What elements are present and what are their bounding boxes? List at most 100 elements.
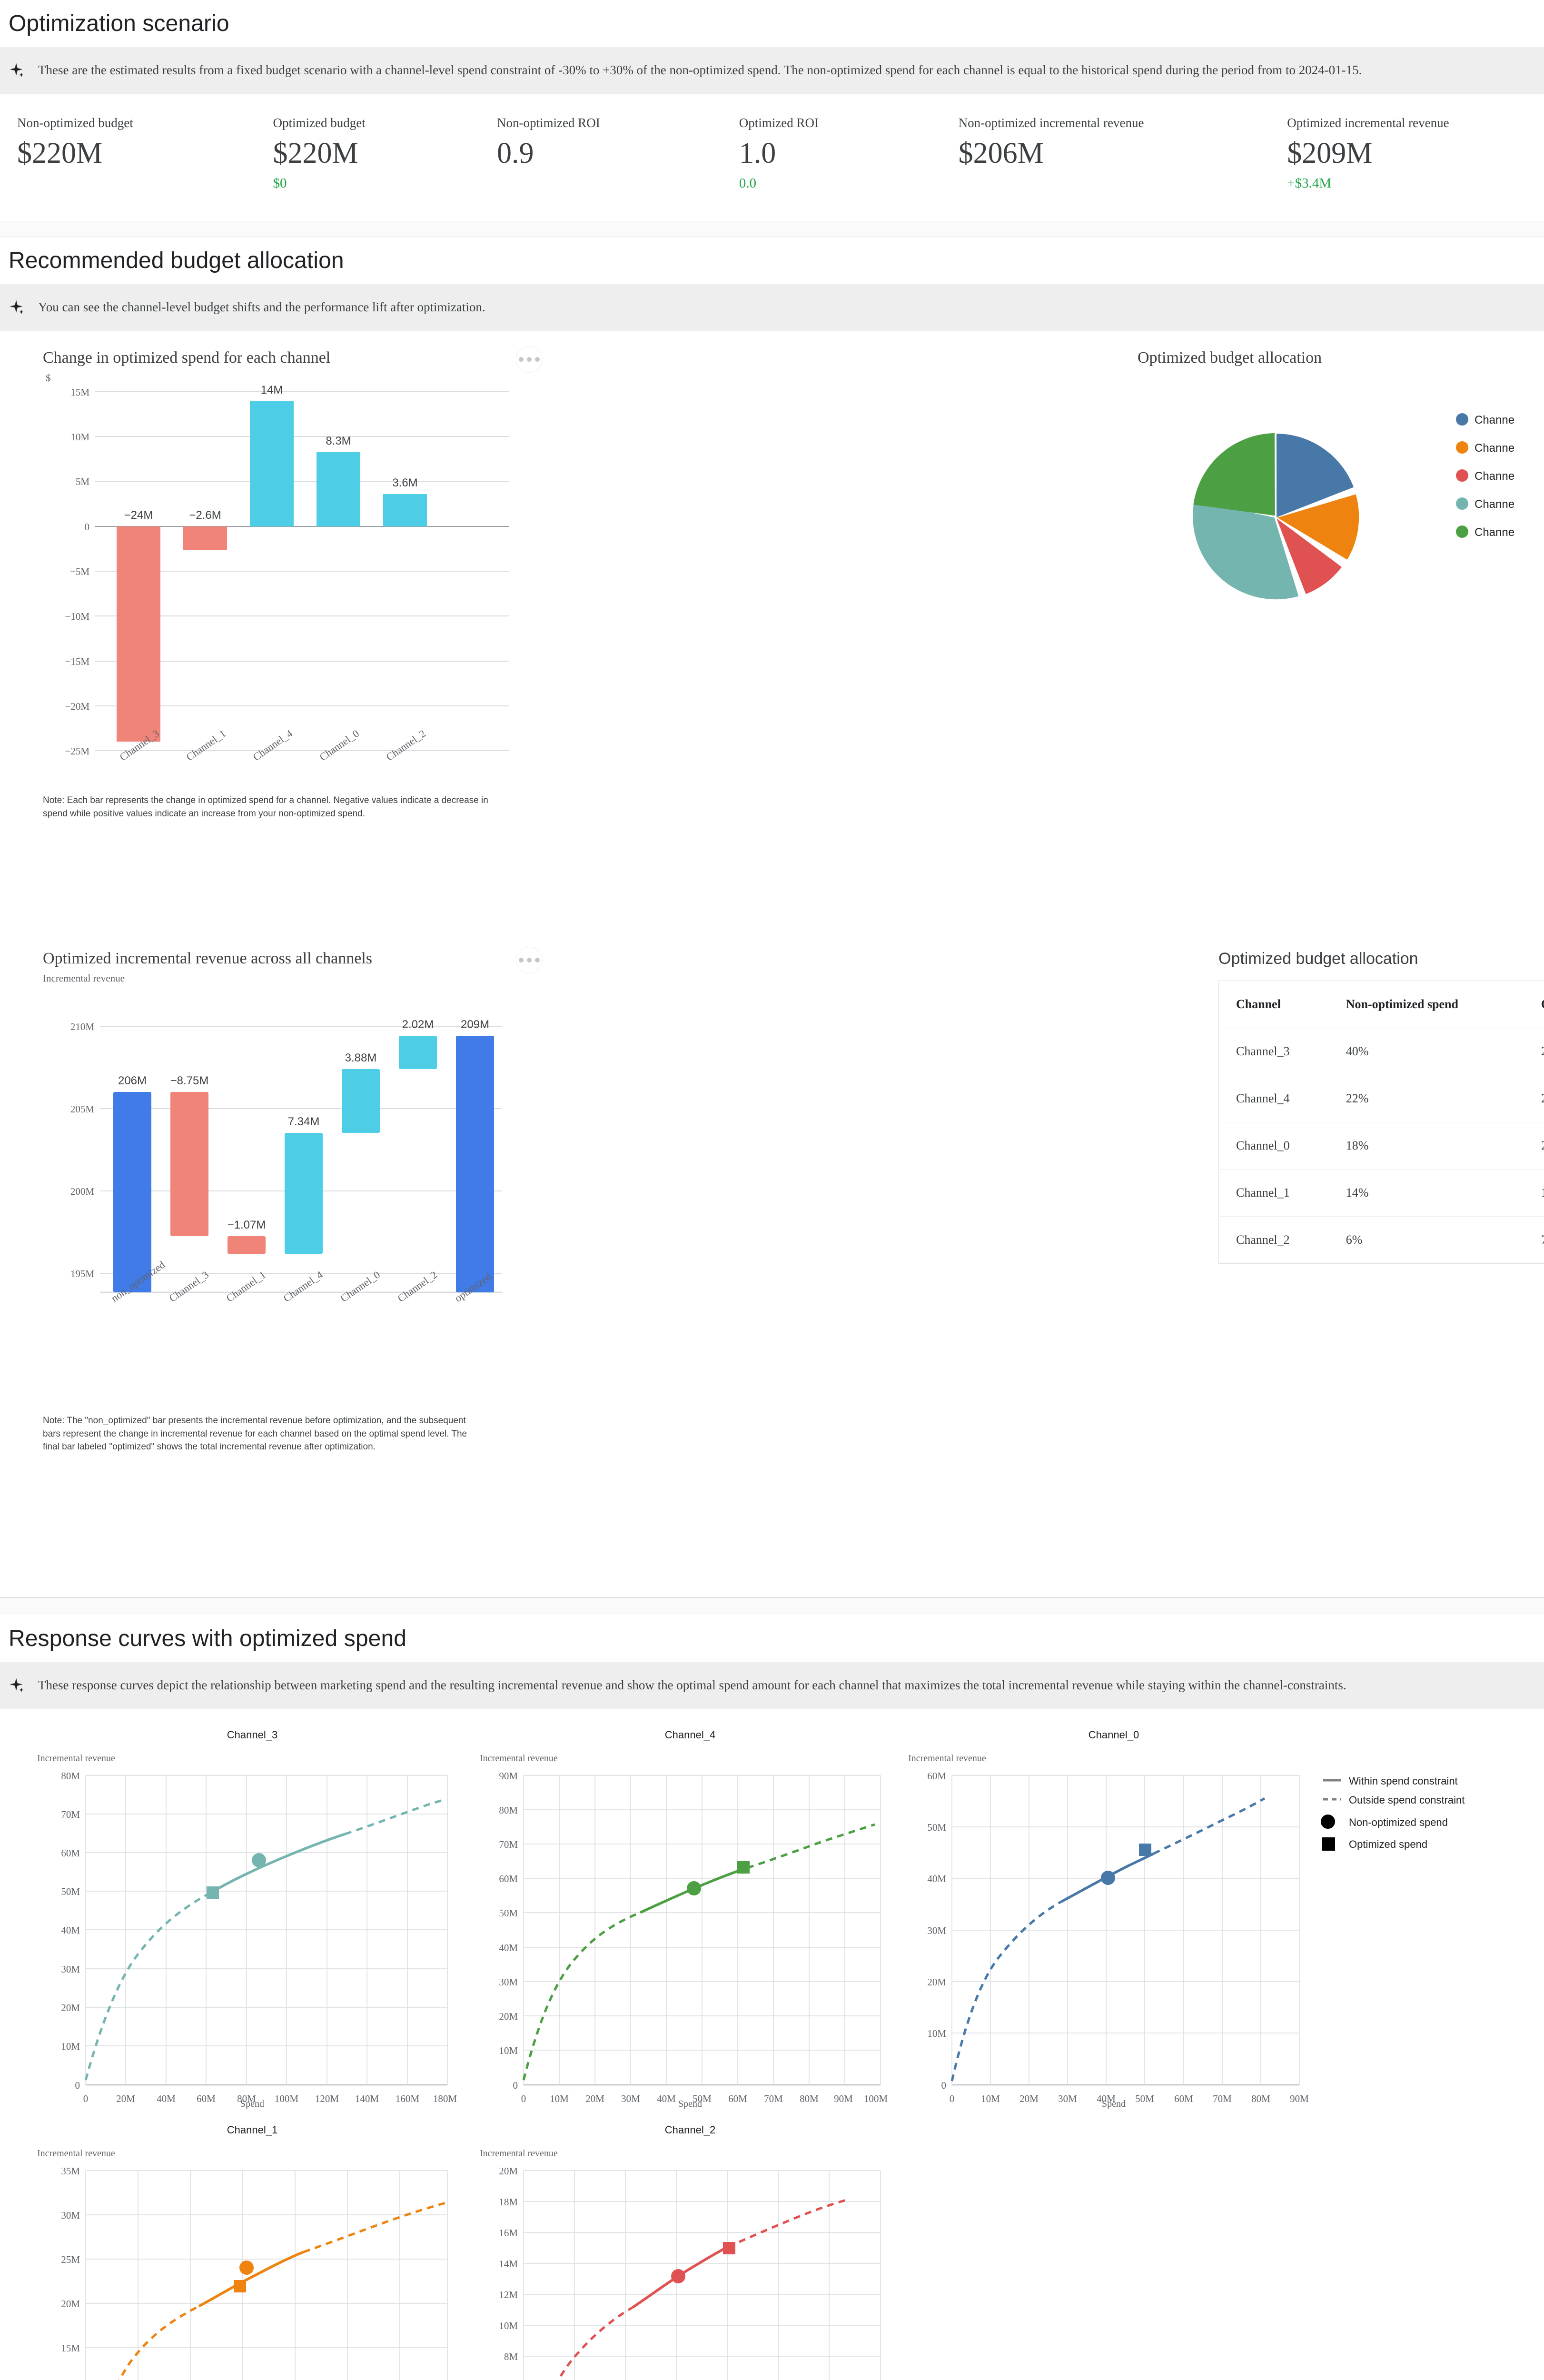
legend-label-optimized-spend: Optimized spend xyxy=(1349,1838,1427,1850)
svg-text:90M: 90M xyxy=(499,1770,518,1782)
svg-text:3.88M: 3.88M xyxy=(345,1051,377,1064)
legend-label-channel-4: Channe xyxy=(1475,526,1514,539)
bar-channel-1 xyxy=(183,526,227,550)
svg-text:Channel_0: Channel_0 xyxy=(338,1269,382,1304)
section-separator-band xyxy=(0,221,1544,238)
kpi-label: Optimized ROI xyxy=(739,116,819,130)
svg-text:50M: 50M xyxy=(61,1886,80,1897)
more-options-icon[interactable] xyxy=(516,346,543,373)
svg-text:209M: 209M xyxy=(461,1018,489,1031)
cell-non-optimized: 14% xyxy=(1328,1169,1524,1217)
y-tick-labels: 80M 70M 60M 50M 40M 30M 20M 10M 0 xyxy=(61,1770,80,2091)
chart-title: Optimized budget allocation xyxy=(1138,349,1322,367)
curve-outside-lower xyxy=(557,2306,634,2380)
svg-text:−15M: −15M xyxy=(65,656,89,667)
non-optimized-spend-marker xyxy=(1101,1871,1115,1885)
response-curves-grid: Channel_3 Incremental revenue xyxy=(0,1709,1544,2380)
y-tick-labels: 20M 18M 16M 14M 12M 10M 8M 6M 4M 2M 0 xyxy=(499,2165,518,2362)
non-optimized-spend-marker xyxy=(671,2269,685,2284)
kpi-value: 0.9 xyxy=(496,137,534,169)
cell-non-optimized: 40% xyxy=(1328,1028,1524,1076)
y-axis-unit-label: $ xyxy=(46,372,51,384)
svg-text:70M: 70M xyxy=(61,1809,80,1820)
svg-text:80M: 80M xyxy=(499,1805,518,1816)
chart-title: Channel_0 xyxy=(1089,1729,1139,1741)
svg-text:160M: 160M xyxy=(396,2093,420,2104)
section-optimization-scenario: Optimization scenario These are the esti… xyxy=(0,0,1544,238)
kpi-label: Non-optimized incremental revenue xyxy=(958,116,1144,130)
svg-text:70M: 70M xyxy=(764,2093,783,2104)
legend-swatch-channel-4 xyxy=(1456,526,1468,538)
svg-text:−20M: −20M xyxy=(65,701,89,712)
optimized-spend-marker xyxy=(207,1886,219,1899)
sparkle-icon xyxy=(7,298,26,317)
curve-outside-upper xyxy=(747,1823,875,1869)
more-options-icon[interactable] xyxy=(516,947,543,974)
legend-swatch-channel-2 xyxy=(1456,469,1468,482)
svg-text:195M: 195M xyxy=(70,1268,95,1279)
non-optimized-spend-marker xyxy=(239,2261,254,2275)
svg-text:50M: 50M xyxy=(499,1907,518,1919)
bar-optimized xyxy=(456,1036,494,1293)
svg-text:Channel_4: Channel_4 xyxy=(281,1269,325,1304)
svg-text:40M: 40M xyxy=(499,1942,518,1954)
optimized-spend-marker xyxy=(1139,1844,1151,1856)
kpi-optimized-roi: Optimized ROI 1.0 0.0 xyxy=(722,116,941,191)
y-axis-title: Incremental revenue xyxy=(37,1753,115,1764)
svg-text:7.34M: 7.34M xyxy=(288,1115,320,1128)
card-optimized-budget-allocation-pie: Optimized budget allocation Channe xyxy=(1138,349,1544,671)
non-optimized-spend-marker xyxy=(252,1853,266,1868)
card-response-curve-channel-4: Channel_4 Incremental revenue xyxy=(476,1723,895,2111)
svg-text:8.3M: 8.3M xyxy=(326,435,351,447)
svg-text:3.6M: 3.6M xyxy=(392,476,417,489)
svg-text:90M: 90M xyxy=(834,2093,853,2104)
cell-channel: Channel_0 xyxy=(1218,1122,1329,1170)
insight-text: These response curves depict the relatio… xyxy=(38,1678,1346,1693)
col-optimized-spend: Optimized xyxy=(1524,981,1544,1029)
curve-outside-upper xyxy=(345,1798,447,1835)
y-axis: 15M 10M 5M 0 −5M −10M −15M −20M −25M xyxy=(65,387,509,757)
svg-text:10M: 10M xyxy=(550,2093,569,2104)
card-response-curve-channel-3: Channel_3 Incremental revenue xyxy=(33,1723,462,2111)
cell-non-optimized: 18% xyxy=(1328,1122,1524,1170)
svg-text:30M: 30M xyxy=(927,1925,946,1936)
kpi-label: Optimized budget xyxy=(273,116,366,130)
y-axis-title: Incremental revenue xyxy=(908,1753,986,1764)
svg-text:0: 0 xyxy=(521,2093,526,2104)
optimized-spend-marker xyxy=(234,2280,246,2293)
gridlines xyxy=(523,2170,881,2380)
x-axis-title: Spend xyxy=(678,2099,702,2109)
insight-text: These are the estimated results from a f… xyxy=(38,63,1362,77)
svg-text:50M: 50M xyxy=(1135,2093,1154,2104)
cell-channel: Channel_2 xyxy=(1236,1233,1290,1247)
legend-label-outside-constraint: Outside spend constraint xyxy=(1349,1794,1465,1806)
legend-label-within-constraint: Within spend constraint xyxy=(1349,1775,1458,1787)
svg-text:30M: 30M xyxy=(61,2210,80,2221)
cell-optimized: 13% xyxy=(1524,1169,1544,1217)
svg-text:50M: 50M xyxy=(693,2093,712,2104)
svg-text:50M: 50M xyxy=(927,1822,946,1833)
gridlines xyxy=(85,1775,448,2086)
svg-text:0: 0 xyxy=(513,2080,518,2091)
svg-text:100M: 100M xyxy=(275,2093,299,2104)
svg-text:10M: 10M xyxy=(61,2041,80,2052)
response-curve-channel-3-chart: Channel_3 Incremental revenue xyxy=(37,1729,457,2109)
svg-text:30M: 30M xyxy=(499,1976,518,1988)
legend-swatch-channel-1 xyxy=(1456,441,1468,454)
svg-text:60M: 60M xyxy=(927,1770,946,1782)
svg-text:0: 0 xyxy=(83,2093,89,2104)
kpi-label: Optimized incremental revenue xyxy=(1287,116,1449,130)
y-tick-labels: 60M 50M 40M 30M 20M 10M 0 xyxy=(927,1770,946,2091)
svg-text:−2.6M: −2.6M xyxy=(189,509,221,522)
curve-outside-upper xyxy=(303,2202,446,2253)
pie-legend: Channe Channe Channe Channe Channe xyxy=(1456,413,1514,539)
non-optimized-spend-marker xyxy=(687,1881,701,1896)
legend-label-non-optimized-spend: Non-optimized spend xyxy=(1349,1816,1448,1828)
svg-text:10M: 10M xyxy=(499,2320,518,2331)
curve-outside-upper xyxy=(727,2199,847,2248)
kpi-optimized-incremental-revenue: Optimized incremental revenue $209M +$3.… xyxy=(1270,116,1544,191)
bar-channel-3 xyxy=(117,526,160,742)
gridlines xyxy=(951,1775,1300,2086)
section-divider xyxy=(0,1597,1544,1598)
legend-marker-square xyxy=(1322,1837,1335,1851)
